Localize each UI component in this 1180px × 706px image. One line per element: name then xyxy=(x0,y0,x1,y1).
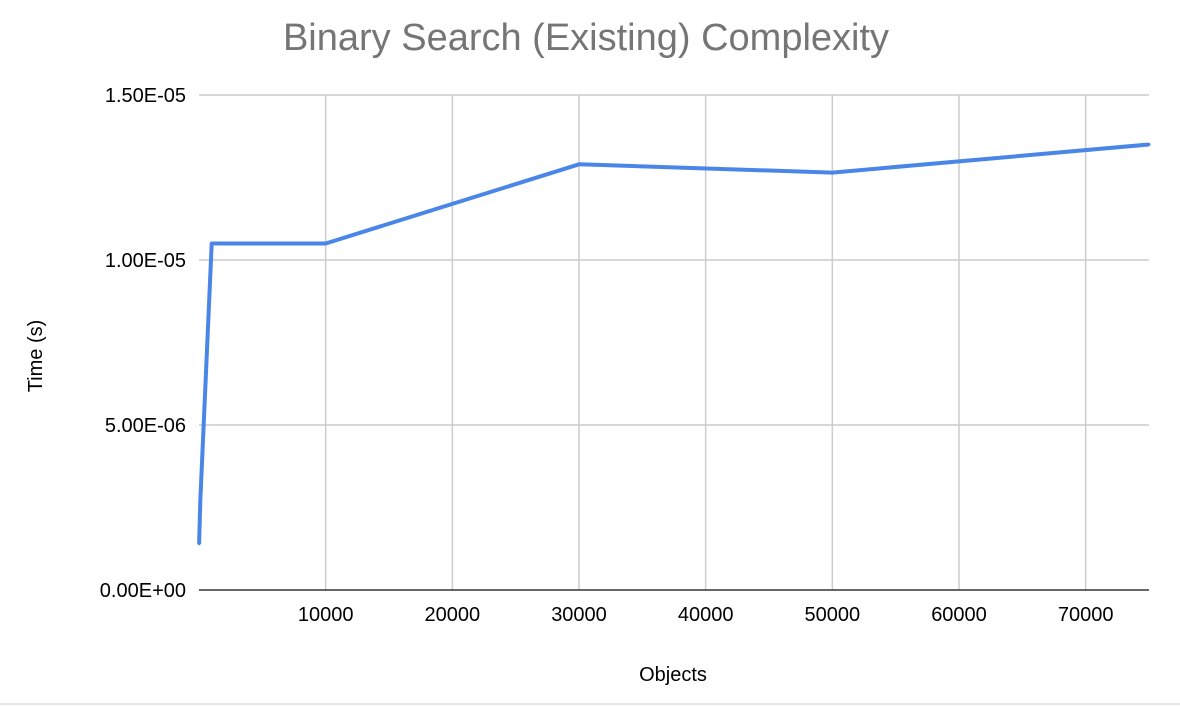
y-tick-label: 1.50E-05 xyxy=(105,85,186,107)
series-line xyxy=(197,142,1150,544)
x-tick-label: 40000 xyxy=(678,604,734,626)
x-tick-label: 70000 xyxy=(1058,604,1114,626)
x-tick-label: 30000 xyxy=(551,604,607,626)
y-tick-label: 5.00E-06 xyxy=(105,415,186,437)
bottom-divider xyxy=(0,703,1180,705)
data-point xyxy=(830,171,834,175)
axes: 0.00E+00 5.00E-06 1.00E-05 1.50E-05 10000 200… xyxy=(100,85,1149,626)
x-axis-title: Objects xyxy=(639,664,707,686)
data-point xyxy=(577,162,581,166)
data-point xyxy=(197,542,201,546)
y-tick-label: 0.00E+00 xyxy=(100,580,186,602)
data-point xyxy=(324,242,328,245)
data-point xyxy=(1147,143,1151,146)
data-point xyxy=(210,242,214,245)
grid xyxy=(199,94,1149,590)
x-tick-label: 10000 xyxy=(298,604,354,626)
x-tick-label: 60000 xyxy=(931,604,987,626)
x-tick-label: 20000 xyxy=(425,604,481,626)
y-axis-title: Time (s) xyxy=(25,320,47,393)
y-tick-label: 1.00E-05 xyxy=(105,250,186,272)
x-tick-label: 50000 xyxy=(805,604,861,626)
series-layer xyxy=(197,142,1151,546)
data-point xyxy=(198,499,202,503)
chart-title: Binary Search (Existing) Complexity xyxy=(283,17,889,59)
